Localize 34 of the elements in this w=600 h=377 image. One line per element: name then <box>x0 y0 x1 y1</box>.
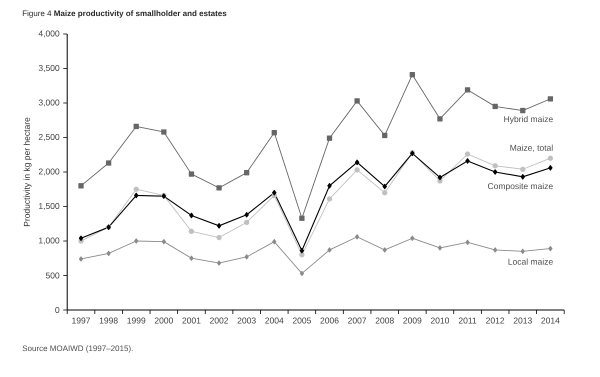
x-tick-label: 2013 <box>514 318 532 324</box>
x-tick-label: 2006 <box>320 318 339 324</box>
y-tick-label: 2,000 <box>38 168 60 176</box>
series-label: Maize, total <box>510 144 553 152</box>
y-tick-label: 3,000 <box>38 99 60 106</box>
x-tick-label: 2001 <box>182 318 200 324</box>
x-tick-label: 2000 <box>154 318 173 324</box>
x-tick-label: 1997 <box>72 318 90 324</box>
series-label: Local maize <box>508 258 553 265</box>
y-tick-label: 4,000 <box>38 30 60 38</box>
series-label: Hybrid maize <box>504 116 553 124</box>
y-tick-label: 500 <box>46 272 60 278</box>
y-tick-label: 3,500 <box>38 64 60 72</box>
x-tick-label: 1999 <box>127 318 146 324</box>
x-tick-label: 2003 <box>238 318 256 324</box>
x-tick-label: 2009 <box>403 318 422 324</box>
x-tick-label: 2010 <box>430 318 450 324</box>
y-tick-label: 2,500 <box>38 134 60 141</box>
chart-title: Figure 4 Maize productivity of smallholder and estates <box>22 10 226 18</box>
y-tick-label: 1,000 <box>39 237 60 244</box>
x-tick-label: 2008 <box>376 318 394 324</box>
y-tick-label: 1,500 <box>39 202 60 210</box>
x-tick-label: 2004 <box>265 318 284 324</box>
x-tick-label: 1998 <box>100 318 118 324</box>
series-label: Composite maize <box>488 182 553 191</box>
x-tick-label: 2011 <box>458 318 476 324</box>
y-tick-label: 0 <box>55 306 60 313</box>
x-tick-label: 2014 <box>541 318 560 324</box>
x-tick-label: 2007 <box>348 318 366 324</box>
x-tick-label: 2002 <box>210 318 228 324</box>
x-tick-label: 2012 <box>486 318 504 324</box>
x-tick-label: 2005 <box>292 318 311 324</box>
y-axis-title: Productivity in kg per hectare <box>24 118 32 226</box>
source-note: Source MOAIWD (1997–2015). <box>22 345 133 353</box>
